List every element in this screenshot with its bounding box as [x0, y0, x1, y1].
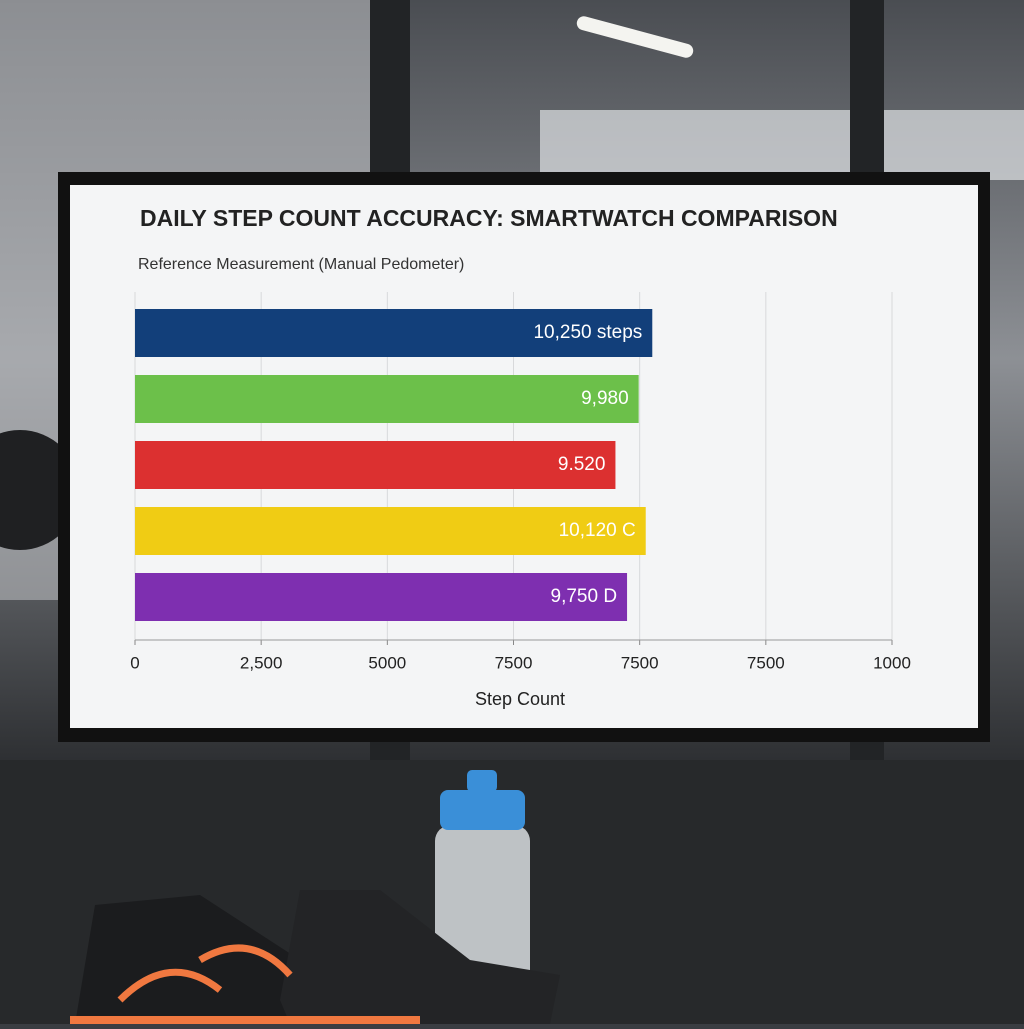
x-axis-label: Step Count [475, 689, 565, 709]
x-tick-label: 7500 [495, 653, 533, 672]
x-tick-label: 7500 [747, 653, 785, 672]
bar [135, 573, 628, 621]
x-tick-label: 2,500 [240, 653, 283, 672]
plot: 0 2,500 5000 7500 7500 7500 1000 10,250 steps 9,… [130, 292, 911, 672]
chart-title: DAILY STEP COUNT ACCURACY: SMARTWATCH CO… [140, 205, 838, 231]
bar [135, 507, 646, 555]
bar [135, 309, 653, 357]
chart-subtitle: Reference Measurement (Manual Pedometer) [138, 256, 464, 273]
value-label: 10,120 C [559, 520, 636, 541]
shoe-sole [70, 1016, 420, 1024]
bottle-cap [440, 790, 525, 830]
ceiling-light [576, 16, 694, 58]
value-label: 9.520 [558, 454, 606, 475]
shoe-stripe [117, 944, 293, 1003]
x-tick-label: 0 [130, 653, 139, 672]
value-label: 9,980 [581, 388, 629, 409]
x-tick-label: 1000 [873, 653, 911, 672]
value-label: 10,250 steps [533, 322, 642, 343]
bottle-spout [467, 770, 497, 792]
value-label: 9,750 D [551, 586, 618, 607]
x-tick-label: 5000 [368, 653, 406, 672]
window [540, 110, 1024, 180]
sneakers [70, 890, 560, 1024]
bar [135, 441, 616, 489]
bar [135, 375, 639, 423]
shoe [280, 890, 560, 1024]
x-tick-label: 7500 [621, 653, 659, 672]
